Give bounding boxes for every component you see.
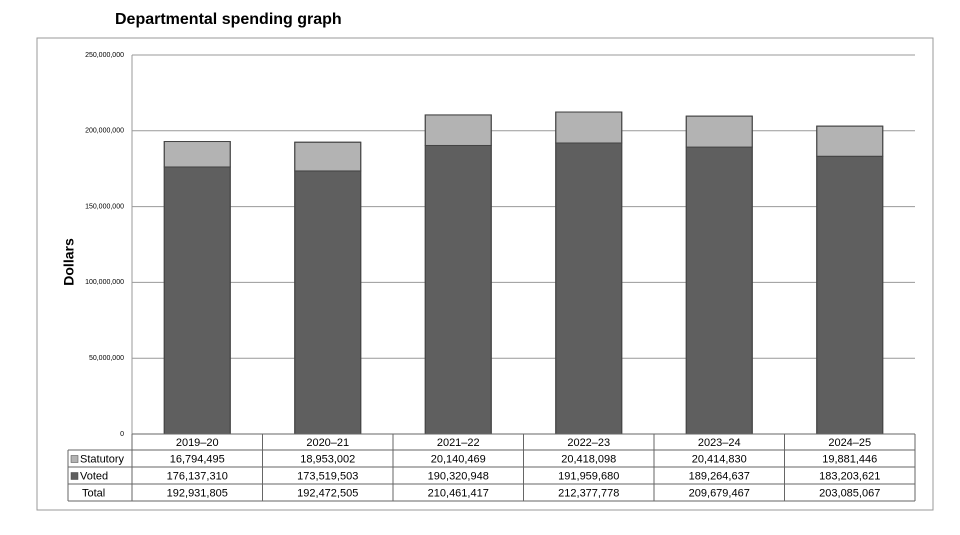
table-value: 209,679,467: [689, 487, 750, 499]
x-tick-label: 2022–23: [567, 437, 610, 449]
legend-label: Voted: [80, 470, 108, 482]
bar-segment: [555, 142, 623, 435]
bar-segment: [685, 146, 753, 435]
chart-title: Departmental spending graph: [115, 11, 342, 28]
x-tick-label: 2020–21: [306, 437, 349, 449]
table-value: 20,414,830: [692, 453, 747, 465]
bar-segment: [685, 115, 753, 148]
row-label: Total: [82, 487, 105, 499]
bar-segment: [555, 111, 623, 144]
table-value: 183,203,621: [819, 470, 880, 482]
x-tick-label: 2023–24: [698, 437, 741, 449]
y-tick-label: 50,000,000: [89, 355, 124, 362]
table-value: 20,140,469: [431, 453, 486, 465]
table-value: 190,320,948: [428, 470, 489, 482]
table-value: 212,377,778: [558, 487, 619, 499]
table-value: 191,959,680: [558, 470, 619, 482]
table-value: 16,794,495: [170, 453, 225, 465]
y-tick-label: 200,000,000: [85, 128, 124, 135]
y-tick-label: 150,000,000: [85, 203, 124, 210]
bar-segment: [163, 166, 231, 435]
y-axis-label: Dollars: [61, 238, 77, 286]
legend-key: [70, 455, 79, 463]
table-value: 176,137,310: [167, 470, 228, 482]
bar-segment: [424, 144, 492, 435]
y-tick-label: 250,000,000: [85, 52, 124, 59]
y-tick-label: 100,000,000: [85, 279, 124, 286]
table-value: 18,953,002: [300, 453, 355, 465]
x-tick-label: 2019–20: [176, 437, 219, 449]
bar-segment: [816, 125, 884, 157]
table-value: 210,461,417: [428, 487, 489, 499]
bar-segment: [816, 155, 884, 435]
legend-key: [70, 472, 79, 480]
chart-frame: [36, 37, 934, 511]
table-value: 20,418,098: [561, 453, 616, 465]
bar-segment: [163, 141, 231, 168]
bar-segment: [294, 141, 362, 172]
y-tick-label: 0: [120, 431, 124, 438]
table-value: 19,881,446: [822, 453, 877, 465]
table-value: 173,519,503: [297, 470, 358, 482]
bar-segment: [294, 170, 362, 435]
x-tick-label: 2021–22: [437, 437, 480, 449]
legend-label: Statutory: [80, 453, 125, 465]
table-value: 203,085,067: [819, 487, 880, 499]
bar-segment: [424, 114, 492, 146]
x-tick-label: 2024–25: [828, 437, 871, 449]
table-value: 192,931,805: [167, 487, 228, 499]
table-value: 192,472,505: [297, 487, 358, 499]
table-value: 189,264,637: [689, 470, 750, 482]
